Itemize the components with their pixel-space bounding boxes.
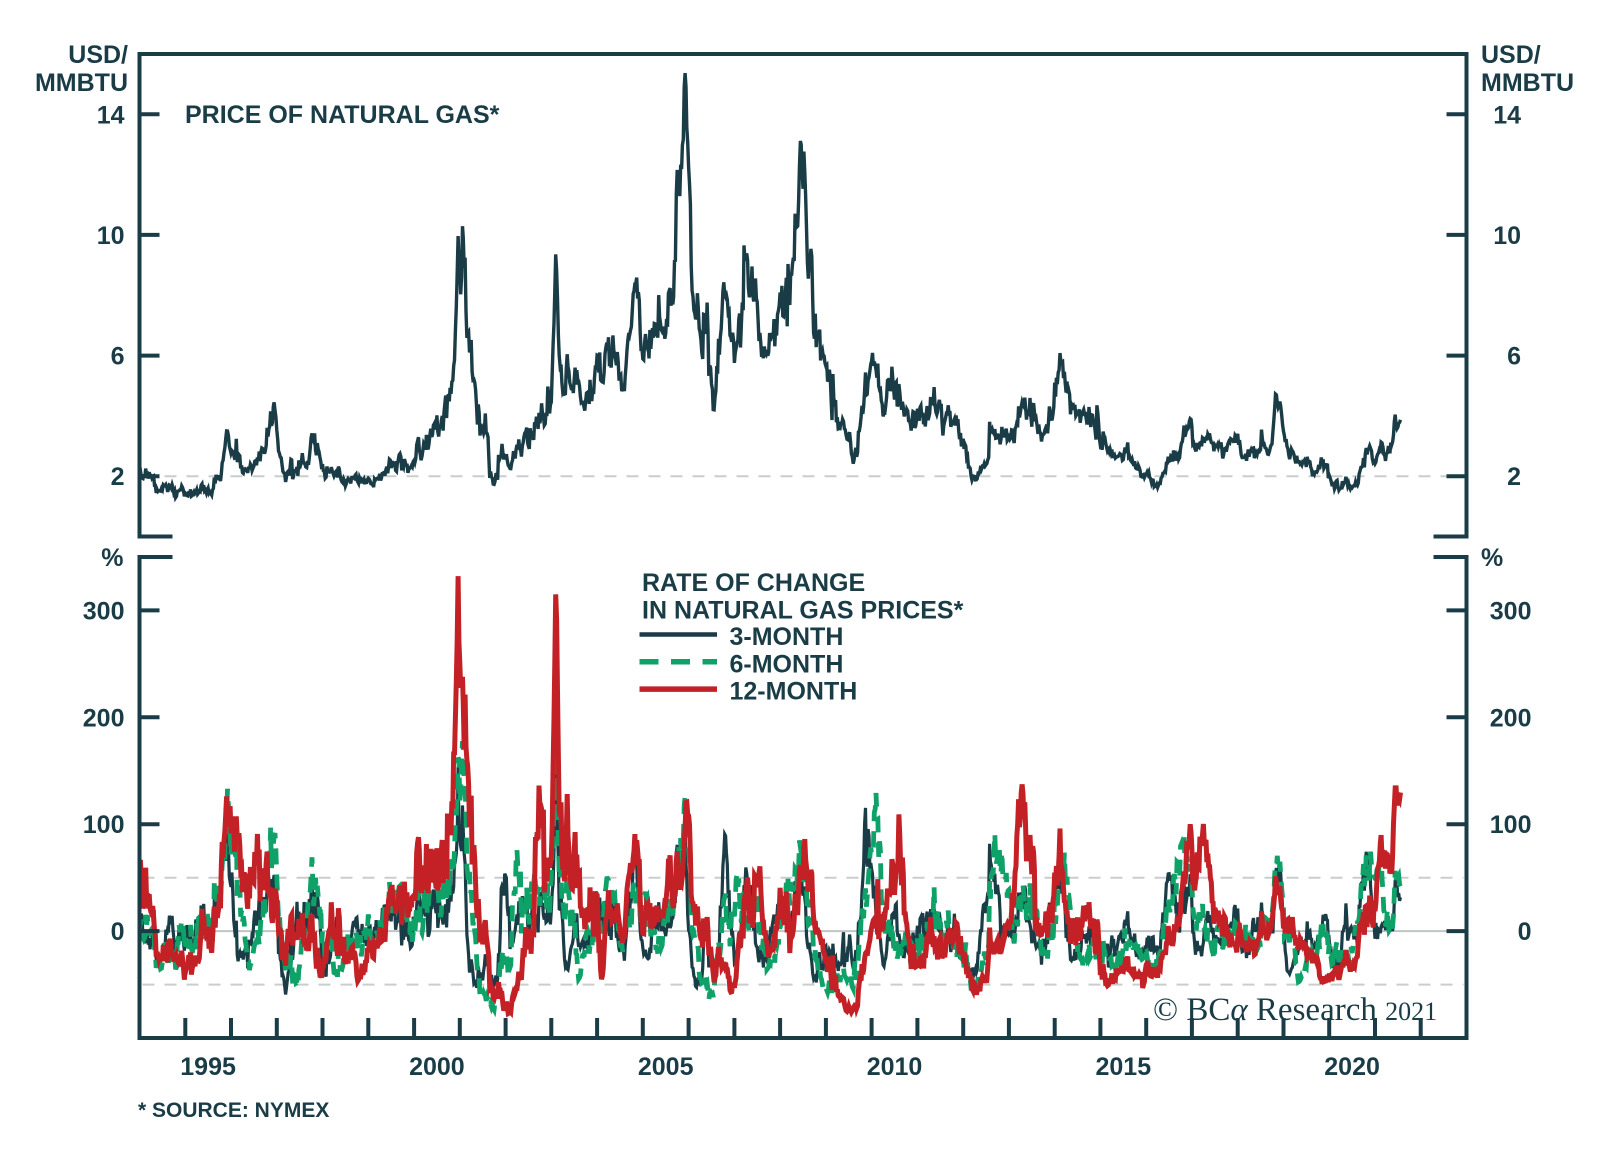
- svg-text:300: 300: [83, 597, 125, 625]
- svg-text:2010: 2010: [867, 1053, 923, 1081]
- svg-text:USD/: USD/: [1481, 41, 1541, 69]
- svg-text:USD/: USD/: [68, 41, 128, 69]
- svg-text:IN NATURAL GAS PRICES*: IN NATURAL GAS PRICES*: [642, 597, 964, 625]
- svg-text:1995: 1995: [180, 1053, 236, 1081]
- svg-text:2020: 2020: [1324, 1053, 1380, 1081]
- svg-text:2: 2: [1507, 463, 1521, 491]
- svg-text:200: 200: [83, 704, 125, 732]
- svg-text:14: 14: [97, 101, 125, 129]
- svg-text:* SOURCE: NYMEX: * SOURCE: NYMEX: [138, 1099, 329, 1122]
- svg-text:MMBTU: MMBTU: [1481, 69, 1574, 97]
- svg-text:0: 0: [1518, 918, 1532, 946]
- svg-text:MMBTU: MMBTU: [35, 69, 128, 97]
- svg-text:100: 100: [83, 811, 125, 839]
- svg-text:RATE OF CHANGE: RATE OF CHANGE: [642, 569, 865, 597]
- svg-text:%: %: [1481, 544, 1503, 572]
- svg-text:© BCα Research 2021: © BCα Research 2021: [1153, 992, 1437, 1028]
- svg-text:300: 300: [1490, 597, 1532, 625]
- svg-text:6: 6: [1507, 343, 1521, 371]
- svg-text:2000: 2000: [409, 1053, 465, 1081]
- svg-text:6: 6: [111, 343, 125, 371]
- svg-text:0: 0: [111, 918, 125, 946]
- svg-text:%: %: [101, 544, 123, 572]
- svg-text:PRICE OF NATURAL GAS*: PRICE OF NATURAL GAS*: [185, 101, 500, 129]
- svg-text:10: 10: [97, 222, 125, 250]
- svg-text:10: 10: [1493, 222, 1521, 250]
- svg-text:14: 14: [1493, 101, 1521, 129]
- svg-text:2: 2: [111, 463, 125, 491]
- svg-text:200: 200: [1490, 704, 1532, 732]
- svg-text:12-MONTH: 12-MONTH: [730, 678, 858, 706]
- svg-text:6-MONTH: 6-MONTH: [730, 650, 844, 678]
- svg-text:2015: 2015: [1095, 1053, 1151, 1081]
- svg-text:3-MONTH: 3-MONTH: [730, 623, 844, 651]
- svg-text:2005: 2005: [638, 1053, 694, 1081]
- svg-text:100: 100: [1490, 811, 1532, 839]
